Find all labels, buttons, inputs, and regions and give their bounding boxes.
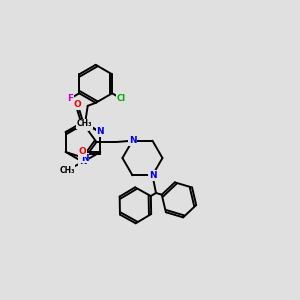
Text: Cl: Cl <box>116 94 125 103</box>
Text: N: N <box>81 121 88 130</box>
Text: N: N <box>81 154 88 163</box>
Text: O: O <box>74 100 82 109</box>
Text: N: N <box>97 128 104 136</box>
Text: N: N <box>79 158 87 166</box>
Text: N: N <box>148 171 156 180</box>
Text: F: F <box>68 94 74 103</box>
Text: CH₃: CH₃ <box>76 119 92 128</box>
Text: CH₃: CH₃ <box>59 166 75 175</box>
Text: O: O <box>78 148 86 157</box>
Text: N: N <box>129 136 136 145</box>
